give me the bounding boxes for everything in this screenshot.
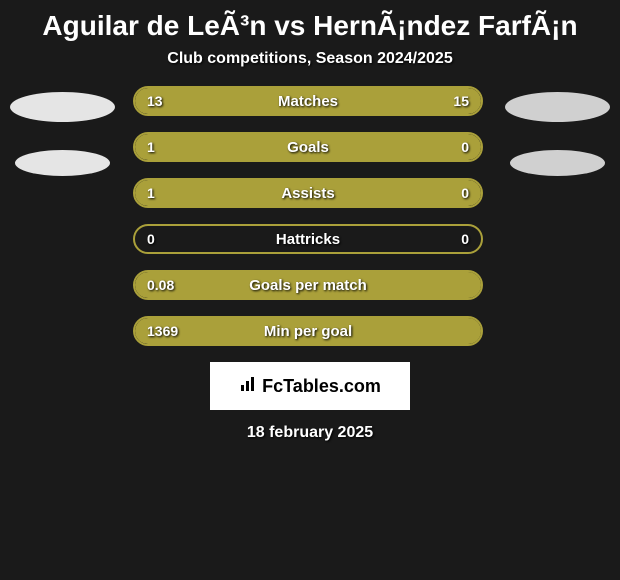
bars-col: 1315Matches 10Goals 10Assists 00Hattricks 0.… [133, 86, 487, 346]
avatar-col-right [505, 86, 610, 176]
date-label: 18 february 2025 [247, 424, 373, 442]
avatar-left-2 [15, 150, 110, 176]
stat-row: 1315Matches [133, 86, 483, 116]
stat-label: Goals per match [135, 277, 481, 294]
avatar-right-2 [510, 150, 605, 176]
stat-label: Matches [135, 93, 481, 110]
stat-row: 10Assists [133, 178, 483, 208]
stat-row: 1369Min per goal [133, 316, 483, 346]
avatar-left-1 [10, 92, 115, 122]
logo-box: FcTables.com [210, 362, 410, 410]
stat-row: 0.08Goals per match [133, 270, 483, 300]
stat-row: 00Hattricks [133, 224, 483, 254]
stat-label: Goals [135, 139, 481, 156]
logo-text: FcTables.com [262, 376, 381, 397]
stat-label: Assists [135, 185, 481, 202]
chart-icon [239, 375, 257, 398]
subtitle: Club competitions, Season 2024/2025 [167, 50, 452, 68]
page-title: Aguilar de LeÃ³n vs HernÃ¡ndez FarfÃ¡n [42, 10, 577, 42]
stat-label: Hattricks [135, 231, 481, 248]
stat-row: 10Goals [133, 132, 483, 162]
avatar-right-1 [505, 92, 610, 122]
avatar-col-left [10, 86, 115, 176]
stats-area: 1315Matches 10Goals 10Assists 00Hattricks 0.… [10, 86, 610, 346]
stat-label: Min per goal [135, 323, 481, 340]
